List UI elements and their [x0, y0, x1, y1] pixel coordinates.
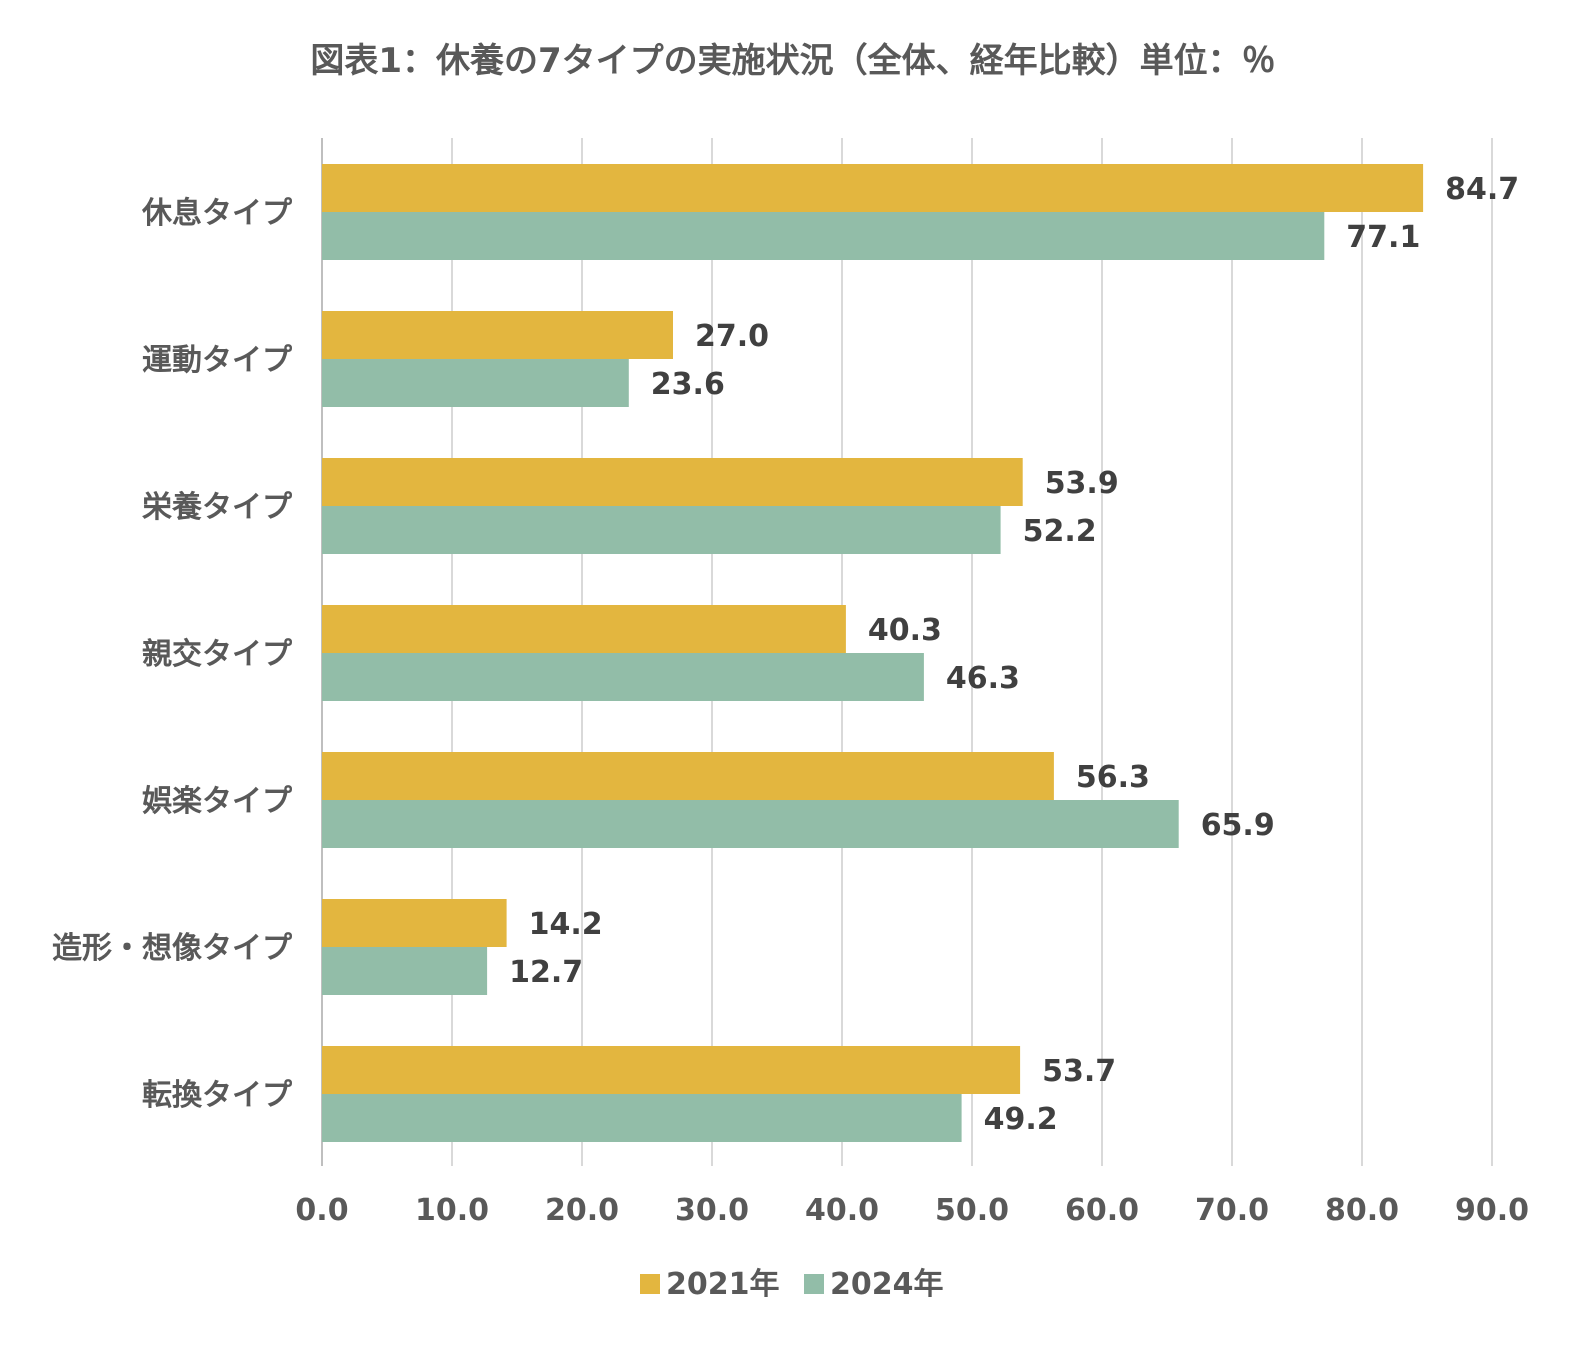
legend-label: 2021年: [666, 1267, 780, 1302]
x-tick-label: 0.0: [295, 1193, 348, 1228]
bar-2021年-3: [322, 605, 846, 653]
legend-swatch: [804, 1274, 824, 1294]
category-label: 転換タイプ: [142, 1078, 293, 1113]
bar-2021年-6: [322, 1046, 1021, 1094]
category-label: 休息タイプ: [141, 196, 293, 231]
category-label: 運動タイプ: [142, 343, 293, 378]
data-label: 56.3: [1076, 760, 1150, 795]
bar-2021年-2: [322, 458, 1023, 506]
bar-2024年-6: [322, 1094, 962, 1142]
data-label: 12.7: [509, 955, 583, 990]
bar-2024年-1: [322, 359, 629, 407]
x-tick-label: 10.0: [415, 1193, 489, 1228]
category-label: 親交タイプ: [142, 637, 293, 672]
chart-title: 図表1：休養の7タイプの実施状況（全体、経年比較）単位：％: [310, 41, 1275, 81]
x-tick-label: 40.0: [805, 1193, 879, 1228]
bar-2024年-2: [322, 506, 1001, 554]
data-label: 84.7: [1445, 172, 1519, 207]
data-label: 65.9: [1201, 808, 1275, 843]
data-label: 77.1: [1346, 220, 1420, 255]
bar-2024年-4: [322, 800, 1179, 848]
x-axis-tick-labels: 0.0 10.0 20.0 30.0 40.0 50.0 60.0 70.0 80.0 90.0: [295, 1193, 1529, 1228]
legend: 2021年 2024年: [640, 1267, 944, 1302]
data-label: 27.0: [695, 319, 769, 354]
x-tick-label: 60.0: [1065, 1193, 1139, 1228]
data-label: 40.3: [868, 613, 942, 648]
data-label: 53.9: [1045, 466, 1119, 501]
bar-2024年-5: [322, 947, 488, 995]
bar-2021年-1: [322, 311, 673, 359]
data-label: 46.3: [946, 661, 1020, 696]
bars: 84.7 77.1 27.0 23.6 53.9 52.2 40.346.3 56.3 65.9…: [322, 164, 1519, 1142]
x-tick-label: 90.0: [1455, 1193, 1529, 1228]
legend-swatch: [640, 1274, 660, 1294]
legend-label: 2024年: [830, 1267, 944, 1302]
x-tick-label: 50.0: [935, 1193, 1009, 1228]
category-label: 娯楽タイプ: [142, 784, 293, 819]
data-label: 52.2: [1023, 514, 1097, 549]
data-label: 53.7: [1042, 1054, 1116, 1089]
bar-2021年-0: [322, 164, 1424, 212]
bar-2021年-4: [322, 752, 1054, 800]
data-label: 14.2: [529, 907, 603, 942]
category-label: 造形・想像タイプ: [52, 931, 293, 966]
x-tick-label: 80.0: [1325, 1193, 1399, 1228]
data-label: 23.6: [651, 367, 725, 402]
bar-2021年-5: [322, 899, 507, 947]
x-tick-label: 20.0: [545, 1193, 619, 1228]
category-label: 栄養タイプ: [142, 490, 293, 525]
bar-2024年-3: [322, 653, 924, 701]
bar-2024年-0: [322, 212, 1325, 260]
data-label: 49.2: [984, 1102, 1058, 1137]
x-tick-label: 30.0: [675, 1193, 749, 1228]
x-tick-label: 70.0: [1195, 1193, 1269, 1228]
